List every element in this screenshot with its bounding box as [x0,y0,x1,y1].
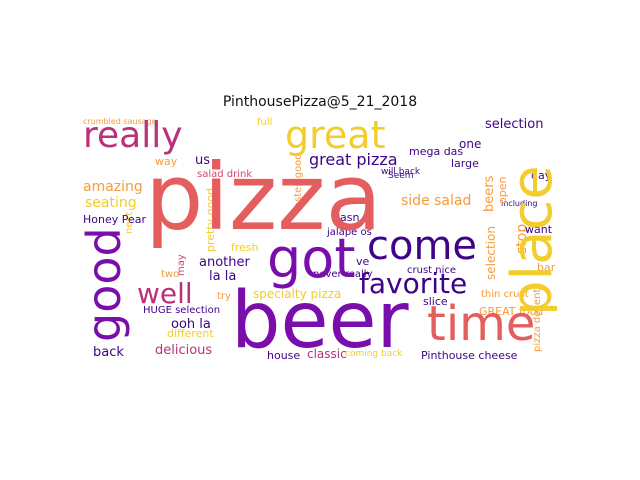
word-side-salad: side salad [401,193,472,209]
word-seating: seating [85,195,137,211]
word-thin-crust: thin crust [481,289,529,300]
word-large: large [451,157,479,170]
word-specialty-pizza: specialty pizza [253,287,342,301]
word-bar: bar [537,261,556,274]
word-pizza: pizza [145,144,382,251]
word-honey-pear: Honey Pear [83,213,147,226]
word-want: want [525,223,553,236]
word-huge-selection: HUGE selection [143,305,221,316]
word-cloud: crumbled sausage full Seem including nex… [81,116,557,364]
word-great-food: GREAT food [479,305,544,318]
word-different: different [167,327,214,340]
word-one: one [459,137,482,151]
word-wasn: wasn [331,211,360,224]
word-selection-vertical: selection [484,226,498,280]
word-beers: beers [482,175,497,212]
word-two: two [161,269,180,280]
word-try: try [217,291,231,302]
word-time: time [427,296,536,352]
word-come: come [367,223,478,269]
word-fresh: fresh [231,241,259,254]
word-us: us [195,153,211,168]
word-slice: slice [423,295,448,308]
word-selection: selection [485,117,544,132]
word-way: way [155,155,178,168]
word-day: day [531,169,552,182]
word-crumbled-sausage: crumbled sausage [83,117,157,126]
word-delicious: delicious [155,343,213,358]
word-seem: Seem [388,171,414,181]
word-favorite: favorite [359,267,468,300]
word-pinthouse-cheese: Pinthouse cheese [421,349,518,362]
word-good: good [81,227,131,342]
chart-title: PinthousePizza@5_21_2018 [222,94,418,110]
word-will-back: will back [381,167,421,177]
word-jalapenos: jalape os [327,227,372,238]
word-really: really [83,116,183,156]
word-classic: classic [307,347,347,361]
word-beer: beer [231,276,409,364]
word-mega-das: mega das [409,145,464,158]
word-house: house [267,349,301,362]
word-great: great [285,116,386,157]
word-place: place [500,165,557,316]
word-including: including [501,199,538,208]
word-coming-back: coming back [345,349,403,359]
word-ooh-la: ooh la [171,317,211,332]
word-amazing: amazing [83,179,143,195]
word-never-really: never really [313,269,373,280]
word-well: well [137,277,193,310]
word-salad-drink: salad drink [197,169,253,180]
word-ve: ve [356,255,370,268]
word-crust-nice: crust nice [407,265,457,276]
word-la-la: la la [209,269,237,284]
word-another: another [199,255,250,270]
word-full: full [257,117,273,128]
word-back: back [93,345,124,360]
word-got: got [267,227,356,290]
word-great-pizza: great pizza [309,150,398,169]
